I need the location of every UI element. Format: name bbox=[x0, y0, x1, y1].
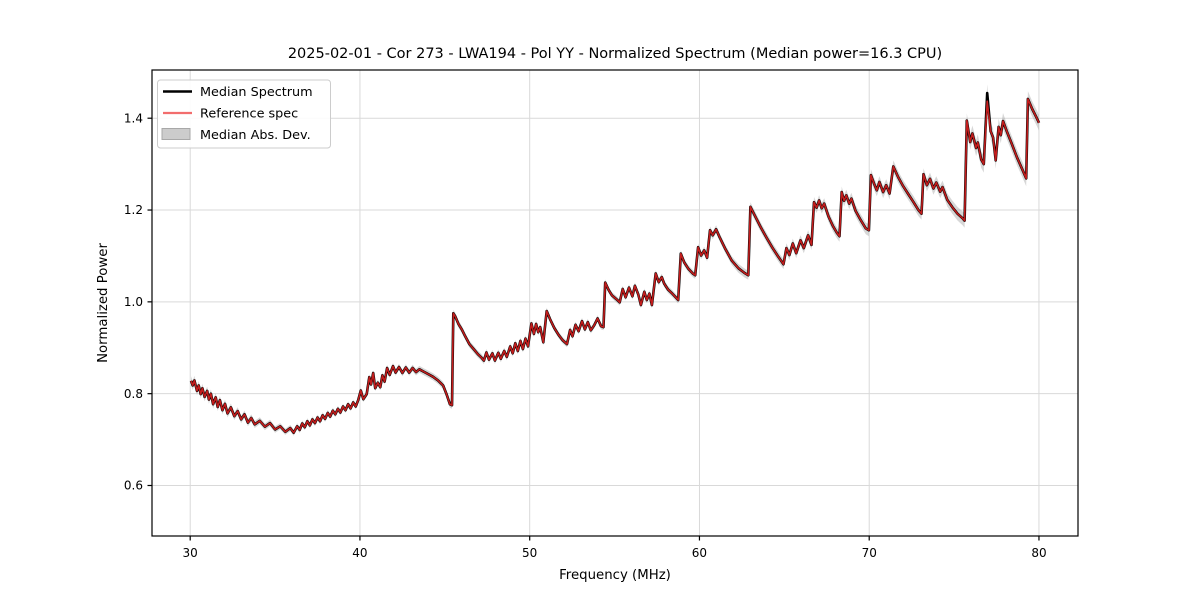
tick-layer: 30 40 50 60 70 80 0.6 0.8 1.0 1.2 1.4 bbox=[124, 111, 1047, 560]
x-tick-label: 60 bbox=[692, 546, 707, 560]
x-tick-label: 30 bbox=[183, 546, 198, 560]
series-layer bbox=[189, 91, 1041, 434]
chart-title: 2025-02-01 - Cor 273 - LWA194 - Pol YY -… bbox=[288, 46, 942, 62]
x-axis-label: Frequency (MHz) bbox=[559, 568, 671, 583]
y-tick-label: 1.4 bbox=[124, 111, 143, 125]
y-axis-label: Normalized Power bbox=[96, 243, 111, 363]
legend-label-median-abs-dev: Median Abs. Dev. bbox=[200, 128, 311, 143]
y-tick-label: 0.6 bbox=[124, 479, 143, 493]
reference-spec-line bbox=[190, 98, 1040, 434]
y-tick-label: 1.2 bbox=[124, 203, 143, 217]
x-tick-label: 40 bbox=[352, 546, 367, 560]
legend-label-reference-spec: Reference spec bbox=[200, 107, 298, 122]
legend-patch-median-abs-dev bbox=[161, 128, 191, 140]
x-tick-label: 80 bbox=[1031, 546, 1046, 560]
legend-box bbox=[157, 79, 331, 149]
y-tick-label: 1.0 bbox=[124, 295, 143, 309]
plot-border bbox=[151, 69, 1079, 537]
x-tick-label: 50 bbox=[522, 546, 537, 560]
x-tick-label: 70 bbox=[862, 546, 877, 560]
legend: Median Spectrum Reference spec Median Ab… bbox=[157, 79, 331, 149]
legend-label-median-spectrum: Median Spectrum bbox=[200, 85, 313, 100]
axes-layer bbox=[151, 69, 1079, 537]
y-tick-label: 0.8 bbox=[124, 387, 143, 401]
